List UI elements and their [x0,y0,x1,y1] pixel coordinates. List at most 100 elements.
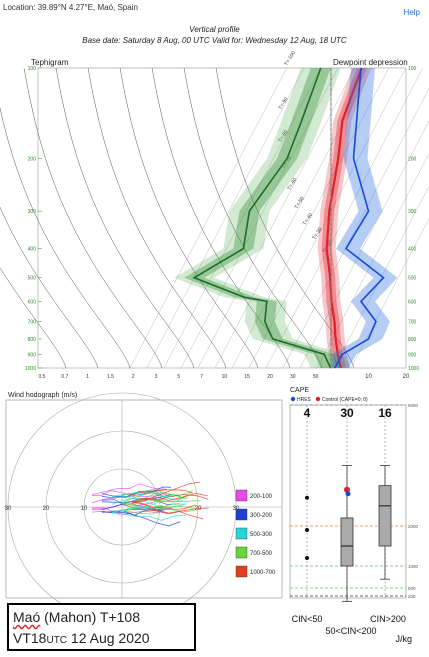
dewpoint-depression-line [334,67,385,369]
temperature-tick-label: 7 [200,374,203,380]
pressure-tick-label: 400 [28,247,37,253]
dewpoint-depression-plot-area [330,67,407,369]
isotherm-line [333,185,429,369]
caption-vt: VT18 [13,630,47,646]
hodograph-legend-swatch [235,508,248,521]
caption-run: (Mahon) T+108 [40,609,140,625]
isotherm-line [299,120,429,369]
isotherm-line [146,67,304,369]
isotherm-line [129,67,287,369]
hodograph-trace [111,512,187,521]
tephigram-panel: 1002003004005006007008009001000T=-100T=-… [0,50,429,380]
hodograph-title: Wind hodograph (m/s) [8,392,77,399]
pressure-tick-label-right: 900 [408,352,417,358]
pressure-tick-label-right: 100 [408,66,417,72]
chart-title: Vertical profile [189,25,240,34]
hodograph-trace [131,492,208,503]
pressure-tick-label: 800 [28,337,37,343]
cape-category-label: CIN<50 [292,614,323,624]
pressure-tick-label-right: 400 [408,247,417,253]
pressure-tick-label: 300 [28,209,37,215]
cape-tick-label: 200 [408,594,416,599]
temperature-spread-inner [321,68,367,368]
cape-category-label: 50<CIN<200 [325,626,376,636]
cape-point [305,556,309,560]
temperature-tick-label: 3 [155,374,158,380]
cape-tick-label: 5000 [408,403,419,408]
pressure-tick-label: 700 [28,320,37,326]
cape-point [305,495,309,500]
tephigram-label: Tephigram [31,58,69,67]
cape-tick-label: 2000 [408,524,419,529]
temperature-tick-label: 10 [222,374,228,380]
control-legend-dot [315,396,321,402]
cape-title: CAPE [290,387,309,394]
hodograph-legend-swatch [235,489,248,502]
hodograph-legend-swatch [235,527,248,540]
hodograph-ring-label: 20 [43,506,50,512]
temperature-line [325,67,363,369]
hodograph-trace [91,506,161,516]
cape-tick-label: 1000 [408,564,419,569]
hodograph-trace [121,508,198,515]
isotherm-line [197,67,355,369]
temperature-tick-label: 2 [132,374,135,380]
isotherm-label: T=-100 [283,50,297,67]
isotherm-line [180,67,338,369]
pressure-tick-label-right: 600 [408,299,417,305]
pressure-tick-label: 100 [28,66,37,72]
dewpoint-line [192,67,332,369]
temperature-tick-label: 50 [313,374,319,380]
temperature-tick-label: 1.5 [107,374,114,380]
hodograph-ring-label: 30 [5,506,12,512]
isotherm-line [350,218,429,369]
caption-box: Maó (Mahon) T+108 VT18UTC 12 Aug 2020 [7,603,196,651]
hodograph-trace [131,507,209,515]
pressure-tick-label-right: 700 [408,320,417,326]
pressure-tick-label: 1000 [25,366,36,372]
tephigram-plot-area [37,67,332,369]
dewpoint-spread-inner [184,68,341,368]
adiabat-line [55,67,195,369]
pressure-tick-label-right: 200 [408,156,417,162]
isotherm-line [265,67,423,369]
adiabat-line [0,106,131,369]
hodograph-legend-swatch [235,565,248,578]
pressure-tick-label: 500 [28,276,37,282]
hodograph-trace [131,489,194,495]
dewpoint-spread-outer [174,68,351,368]
dewpoint-depression-tick-label: 20 [403,374,410,380]
cape-box [340,517,354,567]
hodograph-trace [131,500,196,510]
help-link[interactable]: Help [403,8,420,17]
pressure-tick-label-right: 1000 [408,366,419,372]
isotherm-line [282,88,429,369]
hodograph-ring-label: 20 [195,506,202,512]
temperature-tick-label: 20 [267,374,273,380]
caption-place: Maó [13,609,41,625]
caption-line-2: VT18UTC 12 Aug 2020 [13,628,194,651]
adiabat-line [183,67,323,369]
hodograph-trace [121,504,194,509]
temperature-tick-label: 5 [177,374,180,380]
hodograph-trace [111,504,172,512]
temperature-tick-label: 0.5 [39,374,46,380]
isotherm-line [214,67,372,369]
adiabat-line [23,67,163,369]
control-dot [344,486,350,493]
cape-count: 16 [378,406,392,420]
caption-utc: UTC [46,635,68,646]
cape-category-label: CIN>200 [370,614,406,624]
pressure-tick-label-right: 800 [408,337,417,343]
cape-box [378,485,392,547]
hodograph-ring-label: 10 [81,506,88,512]
hodograph-trace [131,501,204,520]
hodograph-trace [91,483,164,495]
control-legend-label: Control (CAPE=0; 0) [322,397,368,403]
pressure-tick-label-right: 500 [408,276,417,282]
adiabat-line [151,67,291,369]
hodograph-trace [121,503,186,513]
isotherm-line [248,67,406,369]
hres-dot [345,491,351,497]
